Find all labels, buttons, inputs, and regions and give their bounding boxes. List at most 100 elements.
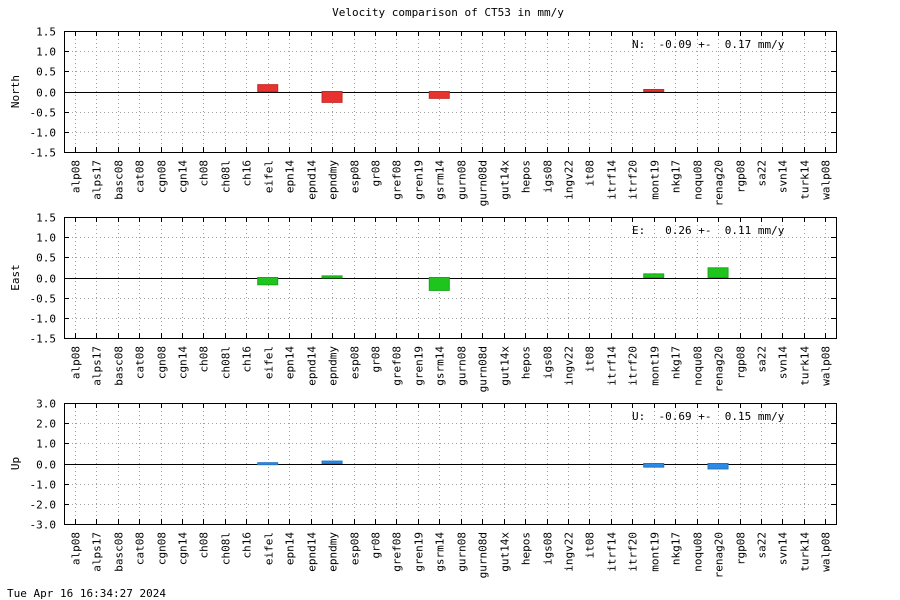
y-tick-label: 1.0	[36, 46, 56, 59]
bar-epndmy	[321, 460, 343, 464]
x-tick-label: svn14	[777, 160, 790, 193]
bar-mont19	[643, 88, 665, 92]
x-tick-label: hepos	[520, 160, 533, 193]
x-tick-label: ch16	[241, 346, 254, 373]
x-tick-label: cgn08	[156, 160, 169, 193]
x-tick-label: gref08	[391, 346, 404, 386]
x-tick-label: epndmy	[327, 346, 340, 386]
x-tick-label: cat08	[134, 160, 147, 193]
x-tick-label: gut14x	[499, 346, 512, 386]
x-tick-label: it08	[584, 532, 597, 559]
x-tick-label: eifel	[263, 346, 276, 379]
y-tick-label: -1.0	[30, 127, 57, 140]
y-axis-label: East	[9, 264, 22, 291]
x-tick-label: alps17	[91, 532, 104, 572]
x-tick-label: ch08l	[220, 346, 233, 379]
y-tick-label: -1.5	[30, 333, 57, 346]
y-tick-label: 1.0	[36, 438, 56, 451]
x-tick-label: gurn08d	[477, 160, 490, 206]
x-tick-label: basc08	[113, 160, 126, 200]
x-tick-label: itrf14	[606, 160, 619, 200]
x-tick-label: ch08	[198, 160, 211, 187]
x-tick-label: gut14x	[499, 532, 512, 572]
x-tick-label: igs08	[542, 160, 555, 193]
x-tick-label: alp08	[70, 532, 83, 565]
x-tick-label: basc08	[113, 532, 126, 572]
velocity-annotation: N: -0.09 +- 0.17 mm/y	[632, 38, 785, 51]
x-tick-label: gren19	[413, 160, 426, 200]
x-tick-label: gr08	[370, 532, 383, 559]
x-tick-label: hepos	[520, 346, 533, 379]
x-tick-label: svn14	[777, 346, 790, 379]
x-tick-label: hepos	[520, 532, 533, 565]
x-tick-label: gr08	[370, 160, 383, 187]
x-tick-label: gurn08d	[477, 346, 490, 392]
x-tick-label: ingv22	[563, 346, 576, 386]
x-tick-label: rgp08	[735, 346, 748, 379]
x-tick-label: cat08	[134, 532, 147, 565]
y-tick-label: 1.5	[36, 212, 56, 225]
x-tick-label: gref08	[391, 532, 404, 572]
y-tick-label: 0.5	[36, 66, 56, 79]
plot-frame	[64, 217, 837, 339]
x-tick-label: gref08	[391, 160, 404, 200]
y-tick-label: 1.0	[36, 232, 56, 245]
x-tick-label: mont19	[649, 160, 662, 200]
bar-gsrm14	[428, 91, 450, 99]
x-tick-label: ch08l	[220, 160, 233, 193]
x-tick-label: igs08	[542, 532, 555, 565]
bar-eifel	[257, 462, 279, 466]
x-tick-label: cat08	[134, 346, 147, 379]
x-tick-label: turk14	[799, 160, 812, 200]
x-tick-label: epndmy	[327, 532, 340, 572]
y-tick-label: 2.0	[36, 418, 56, 431]
x-tick-label: gsrm14	[434, 346, 447, 386]
plot-frame	[64, 31, 837, 153]
x-tick-label: gren19	[413, 346, 426, 386]
y-tick-label: 1.5	[36, 26, 56, 39]
x-tick-label: epnd14	[306, 160, 319, 200]
x-tick-label: nkg17	[670, 346, 683, 379]
x-tick-label: nkg17	[670, 532, 683, 565]
x-tick-label: cgn14	[177, 532, 190, 565]
x-tick-label: gut14x	[499, 160, 512, 200]
bar-gsrm14	[428, 277, 450, 291]
x-tick-label: esp08	[349, 532, 362, 565]
bar-epndmy	[321, 91, 343, 103]
timestamp: Tue Apr 16 16:34:27 2024	[7, 587, 166, 600]
y-tick-label: -0.5	[30, 107, 57, 120]
x-tick-label: esp08	[349, 160, 362, 193]
x-tick-label: itrf14	[606, 346, 619, 386]
x-tick-label: noqu08	[692, 160, 705, 200]
x-tick-label: renag20	[713, 160, 726, 206]
bar-eifel	[257, 277, 279, 286]
velocity-annotation: U: -0.69 +- 0.15 mm/y	[632, 410, 785, 423]
y-tick-label: -1.0	[30, 479, 57, 492]
x-tick-label: ch08	[198, 346, 211, 373]
x-tick-label: cgn08	[156, 346, 169, 379]
x-tick-label: mont19	[649, 532, 662, 572]
x-tick-label: alps17	[91, 160, 104, 200]
x-tick-label: gurn08	[456, 346, 469, 386]
x-tick-label: epn14	[284, 346, 297, 379]
x-tick-label: itrf20	[627, 532, 640, 572]
x-tick-label: ch08l	[220, 532, 233, 565]
x-tick-label: ch08	[198, 532, 211, 559]
x-tick-label: itrf14	[606, 532, 619, 572]
bar-eifel	[257, 84, 279, 92]
x-tick-label: renag20	[713, 532, 726, 578]
x-tick-label: cgn08	[156, 532, 169, 565]
x-tick-label: gsrm14	[434, 532, 447, 572]
velocity-annotation: E: 0.26 +- 0.11 mm/y	[632, 224, 785, 237]
x-tick-label: sa22	[756, 532, 769, 559]
x-tick-label: basc08	[113, 346, 126, 386]
x-tick-label: walp08	[820, 532, 833, 572]
x-tick-label: walp08	[820, 346, 833, 386]
x-tick-label: ingv22	[563, 532, 576, 572]
x-tick-label: alp08	[70, 346, 83, 379]
x-tick-label: sa22	[756, 346, 769, 373]
x-tick-label: sa22	[756, 160, 769, 187]
x-tick-label: turk14	[799, 346, 812, 386]
x-tick-label: itrf20	[627, 346, 640, 386]
